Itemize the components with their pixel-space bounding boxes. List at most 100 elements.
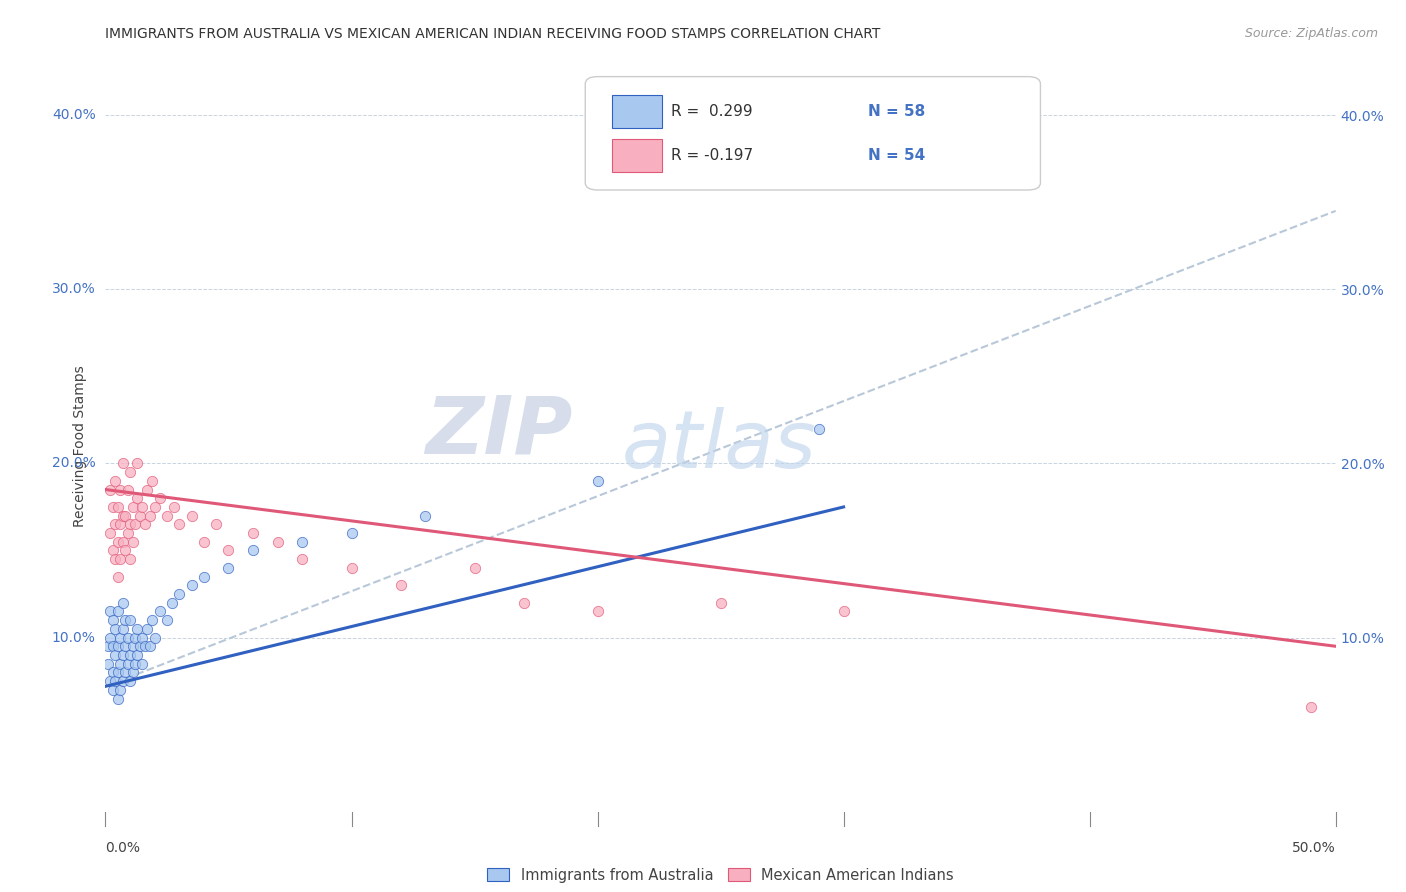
- Point: [120, 465, 141, 479]
- Point: [160, 596, 183, 610]
- Point: [114, 665, 136, 680]
- Point: [111, 648, 134, 662]
- Point: [193, 534, 215, 549]
- Point: [111, 674, 134, 689]
- Point: [129, 508, 152, 523]
- Point: [291, 552, 314, 566]
- Point: [101, 665, 124, 680]
- Point: [121, 500, 143, 514]
- Point: [111, 508, 134, 523]
- Point: [138, 508, 162, 523]
- Point: [1301, 700, 1323, 714]
- Y-axis label: Receiving Food Stamps: Receiving Food Stamps: [73, 365, 87, 527]
- Point: [101, 682, 124, 697]
- Point: [121, 534, 143, 549]
- Text: R =  0.299: R = 0.299: [672, 104, 754, 120]
- Text: 0.0%: 0.0%: [105, 841, 141, 855]
- Point: [104, 674, 127, 689]
- Point: [120, 613, 141, 627]
- Point: [586, 604, 609, 618]
- Point: [143, 500, 166, 514]
- Point: [110, 552, 132, 566]
- Point: [97, 640, 120, 654]
- Point: [267, 534, 290, 549]
- Text: IMMIGRANTS FROM AUSTRALIA VS MEXICAN AMERICAN INDIAN RECEIVING FOOD STAMPS CORRE: IMMIGRANTS FROM AUSTRALIA VS MEXICAN AME…: [105, 27, 880, 41]
- Point: [242, 526, 264, 541]
- FancyBboxPatch shape: [585, 77, 1040, 190]
- Point: [205, 517, 228, 532]
- Point: [121, 665, 143, 680]
- FancyBboxPatch shape: [613, 95, 662, 128]
- Point: [120, 648, 141, 662]
- Point: [131, 657, 153, 671]
- Point: [218, 561, 240, 575]
- Point: [107, 534, 129, 549]
- Point: [98, 631, 122, 645]
- Point: [107, 691, 129, 706]
- Point: [124, 631, 146, 645]
- Point: [464, 561, 486, 575]
- FancyBboxPatch shape: [613, 139, 662, 171]
- Point: [117, 526, 139, 541]
- Point: [97, 657, 120, 671]
- Point: [169, 587, 191, 601]
- Point: [110, 483, 132, 497]
- Point: [134, 640, 156, 654]
- Point: [101, 500, 124, 514]
- Point: [101, 613, 124, 627]
- Point: [193, 569, 215, 583]
- Point: [156, 613, 179, 627]
- Point: [129, 640, 152, 654]
- Point: [710, 596, 733, 610]
- Point: [156, 508, 179, 523]
- Point: [586, 474, 609, 488]
- Point: [111, 622, 134, 636]
- Point: [111, 596, 134, 610]
- Text: Source: ZipAtlas.com: Source: ZipAtlas.com: [1244, 27, 1378, 40]
- Legend: Immigrants from Australia, Mexican American Indians: Immigrants from Australia, Mexican Ameri…: [481, 862, 960, 888]
- Point: [141, 613, 163, 627]
- Point: [131, 631, 153, 645]
- Point: [107, 500, 129, 514]
- Point: [141, 474, 163, 488]
- Point: [110, 631, 132, 645]
- Point: [111, 534, 134, 549]
- Point: [114, 543, 136, 558]
- Point: [513, 596, 536, 610]
- Point: [340, 526, 363, 541]
- Point: [832, 604, 855, 618]
- Point: [131, 500, 153, 514]
- Point: [218, 543, 240, 558]
- Point: [107, 604, 129, 618]
- Point: [127, 491, 149, 506]
- Text: 10.0%: 10.0%: [52, 631, 96, 645]
- Point: [104, 474, 127, 488]
- Point: [110, 682, 132, 697]
- Point: [117, 631, 139, 645]
- Point: [104, 552, 127, 566]
- Point: [120, 552, 141, 566]
- Point: [117, 483, 139, 497]
- Text: atlas: atlas: [621, 407, 817, 485]
- Point: [127, 622, 149, 636]
- Point: [101, 543, 124, 558]
- Text: N = 58: N = 58: [869, 104, 925, 120]
- Point: [389, 578, 412, 592]
- Point: [107, 569, 129, 583]
- Point: [114, 508, 136, 523]
- Point: [117, 657, 139, 671]
- Point: [120, 517, 141, 532]
- Text: 50.0%: 50.0%: [1292, 841, 1336, 855]
- Point: [104, 622, 127, 636]
- Point: [101, 640, 124, 654]
- Text: N = 54: N = 54: [869, 148, 925, 163]
- Point: [104, 648, 127, 662]
- Text: 40.0%: 40.0%: [52, 108, 96, 122]
- Point: [127, 648, 149, 662]
- Point: [124, 517, 146, 532]
- Point: [98, 526, 122, 541]
- Point: [169, 517, 191, 532]
- Point: [415, 508, 437, 523]
- Point: [114, 613, 136, 627]
- Point: [136, 483, 159, 497]
